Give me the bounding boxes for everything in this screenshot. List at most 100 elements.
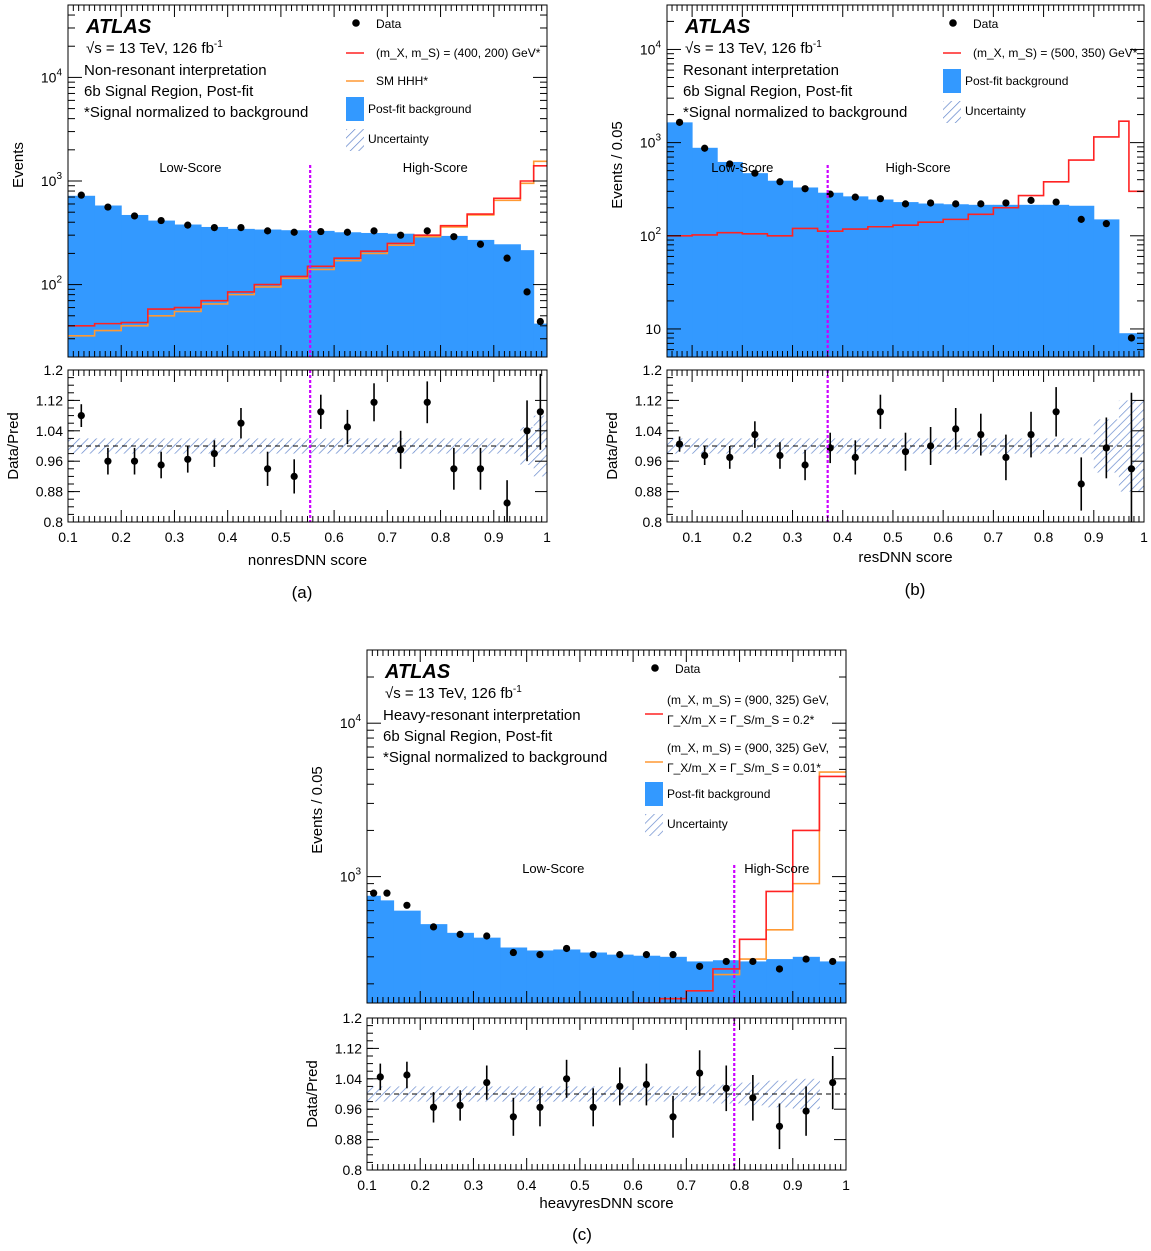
ratio-y-tick-label: 1.2 [343,1010,363,1026]
data-point [397,231,405,239]
ratio-point [130,457,139,465]
background-bin [968,204,994,357]
data-point [851,193,859,201]
ratio-point [476,465,485,473]
background-bin [387,233,415,357]
data-point [370,227,378,235]
data-point [1002,199,1010,207]
legend-signal-label: SM HHH* [376,74,428,88]
data-point [952,200,960,208]
x-tick-label: 0.3 [464,1177,484,1193]
data-point [1027,196,1035,204]
data-point [642,951,651,959]
ratio-point [562,1075,571,1083]
y-tick-label: 103 [640,133,662,151]
data-point [701,144,709,152]
ratio-point [456,1101,464,1109]
ratio-point [210,450,218,458]
data-point [1102,220,1110,228]
data-point [403,901,411,909]
ratio-point [589,1103,597,1111]
background-bin [473,937,501,1003]
legend-signal-label: (m_X, m_S) = (400, 200) GeV* [376,46,541,60]
background-bin [201,226,229,357]
x-tick-label: 0.1 [58,529,78,545]
y-axis-label: Events [10,142,27,188]
ratio-point [927,442,935,450]
background-bin [742,173,768,357]
y-tick-label: 104 [41,67,63,85]
panel-label: (b) [905,580,926,599]
legend-data-marker [949,19,957,27]
x-tick-label: 0.8 [730,1177,750,1193]
panel-1: 10 102 103 104 Events / 0.05 ATLAS√s = 13 TeV… [604,4,1148,599]
atlas-label: ATLAS [684,16,751,38]
info-line: *Signal normalized to background [383,749,607,766]
x-tick-label: 0.4 [218,529,238,545]
atlas-label: ATLAS [85,16,152,38]
x-tick-label: 0.7 [378,529,398,545]
ratio-point [901,448,910,456]
panel-0: 102 103 104 Events ATLAS√s = 13 TeV, 126 fb-… [5,4,551,602]
data-point [876,195,884,203]
background-bin [792,187,819,357]
ratio-point [1127,465,1136,473]
background-bin [739,961,767,1003]
info-line: Resonant interpretation [683,62,839,79]
ratio-point [642,1080,651,1089]
ratio-point [536,1103,544,1111]
ratio-y-tick-label: 1.12 [335,1040,362,1056]
background-bin [993,204,1019,357]
ratio-point [749,1094,757,1102]
background-bin [94,205,122,357]
y-tick-label: 104 [640,39,662,57]
data-point [696,962,704,970]
ratio-y-tick-label: 1.2 [44,362,64,378]
x-tick-label: 0.5 [271,529,291,545]
ratio-y-tick-label: 0.96 [36,453,63,469]
ratio-point [370,398,378,406]
background-bin [819,961,846,1003]
data-point [829,957,837,966]
signal-orange-line [68,160,547,337]
data-point [1127,334,1136,342]
ratio-point [775,1122,784,1130]
legend-uncertainty-label: Uncertainty [368,132,429,146]
info-line: Non-resonant interpretation [84,62,267,79]
ratio-point [423,398,431,406]
x-tick-label: 0.5 [570,1177,590,1193]
data-point [483,932,491,940]
data-point [370,889,378,897]
y-axis-label: Events / 0.05 [309,766,326,854]
background-bin [1068,205,1095,357]
background-bin [892,202,919,357]
region-label-high: High-Score [886,160,951,175]
region-label-low: Low-Score [159,160,221,175]
ratio-y-tick-label: 1.2 [643,362,663,378]
ratio-point [722,1084,730,1092]
data-point [184,221,192,229]
x-tick-label: 0.7 [984,529,1004,545]
background-bin [526,950,554,1003]
background-bin [692,147,718,357]
ratio-point [343,423,352,431]
x-tick-label: 0.6 [324,529,344,545]
background-bin [579,952,607,1003]
data-point [423,227,431,235]
region-label-high: High-Score [403,160,468,175]
y-tick-label: 104 [340,713,362,731]
signal-red-line [667,120,1144,237]
data-point [210,223,218,232]
data-point [536,951,544,959]
legend-data-marker [651,664,659,672]
ratio-point [1102,444,1110,452]
background-bin [467,239,495,357]
data-point [429,923,438,931]
background-bin [68,195,96,357]
background-bin [280,230,308,357]
ratio-point [1027,431,1035,439]
ratio-point [290,472,298,480]
background-bin [147,220,175,357]
data-point [536,317,544,326]
x-tick-label: 0.9 [1084,529,1104,545]
